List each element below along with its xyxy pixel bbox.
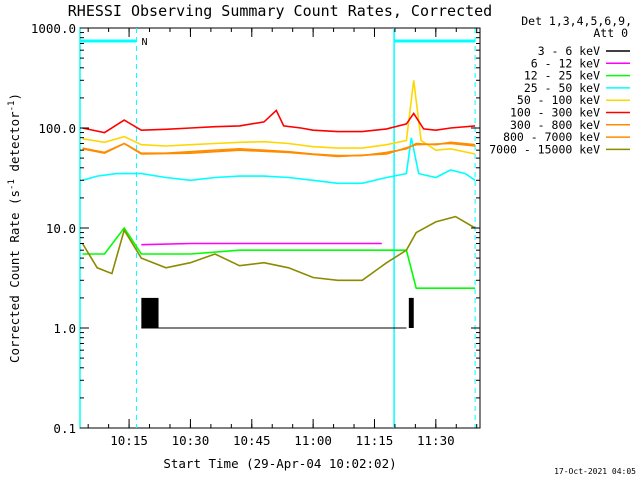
legend-label-1: 6 - 12 keV: [531, 56, 600, 70]
x-axis-ticks: 10:15 10:30 10:45 11:00 11:15 11:30: [87, 28, 478, 448]
y-tick-label: 0.1: [53, 421, 76, 436]
chart-title: RHESSI Observing Summary Count Rates, Co…: [68, 2, 492, 20]
legend-label-3: 25 - 50 keV: [524, 81, 600, 95]
x-tick-label: 10:15: [110, 433, 148, 448]
timestamp: 17-Oct-2021 04:05: [554, 467, 636, 476]
x-tick-label: 10:30: [172, 433, 210, 448]
attenuator-segment: [141, 297, 159, 328]
series-line-7: [82, 142, 476, 158]
y-tick-label: 1.0: [53, 321, 76, 336]
series-line-5: [82, 109, 476, 134]
legend-label-4: 50 - 100 keV: [517, 93, 600, 107]
time-markers: N: [79, 28, 476, 428]
y-tick-label: 10.0: [46, 221, 76, 236]
series-line-4: [82, 80, 476, 155]
x-tick-label: 11:15: [356, 433, 394, 448]
legend-label-6: 300 - 800 keV: [510, 118, 600, 132]
series-line-3: [82, 137, 476, 185]
series-lines: [81, 80, 476, 329]
legend-label-0: 3 - 6 keV: [538, 44, 600, 58]
series-line-1: [141, 242, 382, 246]
band-label: N: [141, 37, 147, 48]
x-tick-label: 11:00: [294, 433, 332, 448]
legend-label-2: 12 - 25 keV: [524, 69, 600, 83]
y-axis-label: Corrected Count Rate (s-1 detector-1): [7, 93, 22, 363]
x-axis-label: Start Time (29-Apr-04 10:02:02): [163, 456, 396, 471]
x-tick-label: 10:45: [233, 433, 271, 448]
legend-header-line1: Det 1,3,4,5,6,9,: [521, 14, 632, 28]
legend-label-5: 100 - 300 keV: [510, 106, 600, 120]
series-line-2: [82, 226, 476, 289]
attenuator-segment: [408, 297, 414, 328]
y-tick-label: 100.0: [38, 121, 76, 136]
legend-header-line2: Att 0: [593, 26, 628, 40]
legend-label-8: 7000 - 15000 keV: [489, 142, 600, 156]
series-line-8: [81, 215, 476, 282]
y-tick-label: 1000.0: [31, 21, 76, 36]
y-axis-ticks: 1000.0 100.0 10.0 1.0 0.1: [31, 21, 480, 436]
x-tick-label: 11:30: [417, 433, 455, 448]
legend-label-7: 800 - 7000 keV: [503, 130, 600, 144]
plot-frame: [79, 27, 481, 429]
